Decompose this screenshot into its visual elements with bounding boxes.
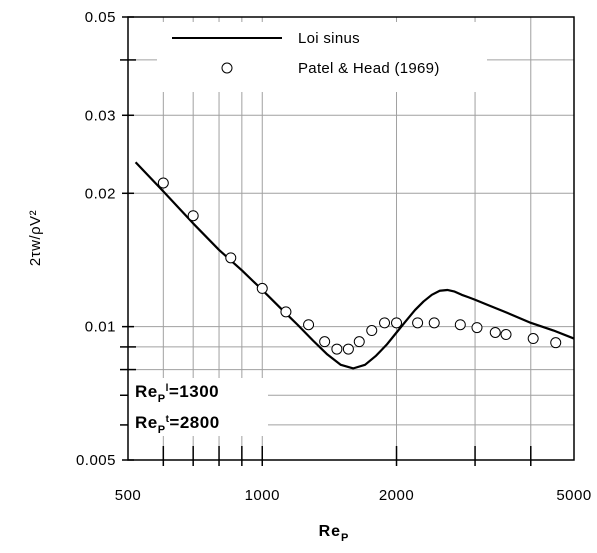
series-layer [134,161,575,370]
x-tick-label: 2000 [379,487,414,504]
legend-background [157,22,487,92]
y-tick-label: 0.01 [85,319,116,336]
x-tick-label: 5000 [556,487,591,504]
annotation-transition-laminar: RePl=1300 [135,382,219,405]
data-point [500,328,512,340]
y-axis-title: 2τw/ρV² [27,210,44,266]
annotation-sup: l [166,383,169,394]
data-point [187,210,199,222]
x-axis-title-base: Re [319,523,341,540]
annotation-transition-turbulent: RePt=2800 [135,413,220,436]
annotation-sup: t [166,414,170,425]
y-tick-label: 0.03 [85,107,116,124]
legend-label-patel-head: Patel & Head (1969) [298,60,440,77]
y-tick-label: 0.05 [85,9,116,26]
data-point [391,317,403,329]
annotation-value: =2800 [169,413,219,432]
annotation-base: Re [135,382,158,401]
data-point [550,337,562,349]
annotation-value: =1300 [169,382,219,401]
x-tick-label: 1000 [245,487,280,504]
data-point [280,306,292,318]
data-point [379,317,391,329]
data-point [342,343,354,355]
x-axis-title-sub: P [341,532,349,544]
data-point [157,177,169,189]
data-point [319,336,331,348]
legend: Loi sinus Patel & Head (1969) [172,30,440,77]
y-tick-label: 0.005 [76,452,116,469]
data-point [527,333,539,345]
annotation-base: Re [135,413,158,432]
data-point [489,327,501,339]
y-tick-label: 0.02 [85,185,116,202]
tick-labels: 500 1000 2000 5000 0.005 0.01 0.02 0.03 0.05 [76,9,591,504]
annotation-background [128,378,268,436]
annotations: RePl=1300 RePt=2800 [135,382,220,436]
data-point [412,317,424,329]
data-point [471,322,483,334]
data-point [366,325,378,337]
data-point [303,319,315,331]
annotation-sub: P [158,424,166,436]
data-point [353,336,365,348]
x-tick-label: 500 [115,487,142,504]
plot-frame [127,16,575,461]
data-point [428,317,440,329]
ticks [122,16,532,466]
legend-marker-swatch [221,62,233,74]
data-point [256,282,268,294]
x-axis-title: ReP [319,523,350,544]
data-point [225,252,237,264]
data-point [331,343,343,355]
legend-label-loi-sinus: Loi sinus [298,30,360,47]
annotation-sub: P [158,393,166,405]
data-point [454,319,466,331]
